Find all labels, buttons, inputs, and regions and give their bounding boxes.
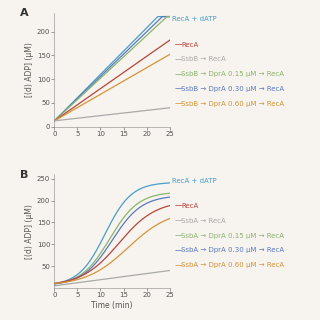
Y-axis label: [(d) ADP] (μM): [(d) ADP] (μM) bbox=[25, 204, 34, 259]
Text: RecA: RecA bbox=[181, 203, 198, 209]
Text: —: — bbox=[174, 40, 182, 49]
Text: —: — bbox=[174, 70, 182, 79]
Text: RecA + dATP: RecA + dATP bbox=[172, 178, 217, 184]
Text: SsbA → DprA 0.30 μM → RecA: SsbA → DprA 0.30 μM → RecA bbox=[181, 247, 284, 253]
Text: SsbA → RecA: SsbA → RecA bbox=[181, 218, 226, 224]
Text: —: — bbox=[174, 261, 182, 270]
Y-axis label: [(d) ADP] (μM): [(d) ADP] (μM) bbox=[25, 42, 34, 97]
Text: RecA: RecA bbox=[181, 42, 198, 48]
Text: SsbA → DprA 0.15 μM → RecA: SsbA → DprA 0.15 μM → RecA bbox=[181, 233, 284, 239]
Text: RecA + dATP: RecA + dATP bbox=[172, 16, 217, 22]
Text: SsbB → DprA 0.15 μM → RecA: SsbB → DprA 0.15 μM → RecA bbox=[181, 71, 284, 77]
Text: SsbB → DprA 0.60 μM → RecA: SsbB → DprA 0.60 μM → RecA bbox=[181, 101, 284, 107]
Text: —: — bbox=[174, 231, 182, 240]
Text: —: — bbox=[174, 216, 182, 225]
Text: —: — bbox=[174, 202, 182, 211]
Text: SsbB → DprA 0.30 μM → RecA: SsbB → DprA 0.30 μM → RecA bbox=[181, 86, 284, 92]
Text: —: — bbox=[174, 84, 182, 93]
X-axis label: Time (min): Time (min) bbox=[91, 301, 133, 310]
Text: A: A bbox=[20, 8, 28, 18]
Text: —: — bbox=[174, 99, 182, 108]
Text: B: B bbox=[20, 170, 28, 180]
Text: SsbB → RecA: SsbB → RecA bbox=[181, 56, 226, 62]
Text: —: — bbox=[174, 246, 182, 255]
Text: —: — bbox=[174, 55, 182, 64]
Text: SsbA → DprA 0.60 μM → RecA: SsbA → DprA 0.60 μM → RecA bbox=[181, 262, 284, 268]
